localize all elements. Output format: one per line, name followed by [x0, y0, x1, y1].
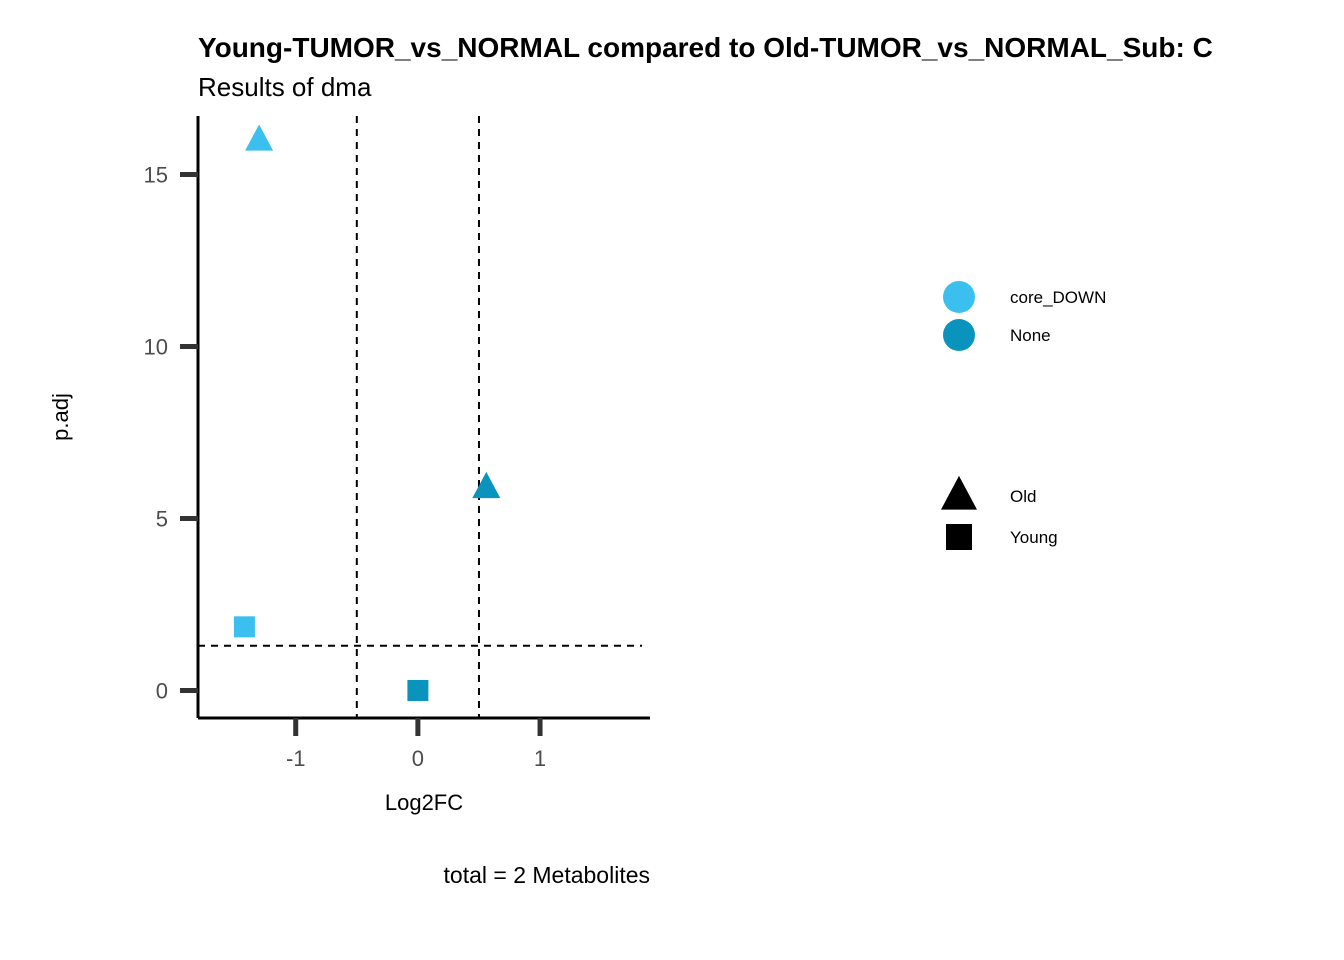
- legend-label: core_DOWN: [1010, 288, 1106, 307]
- y-tick-label: 0: [156, 678, 168, 703]
- threshold-lines: [198, 116, 642, 718]
- point-young-core_down: [233, 616, 255, 638]
- legend-key-old: [941, 475, 977, 510]
- y-tick-label: 15: [144, 162, 168, 187]
- y-axis-ticks: 0 5 10 15: [144, 162, 198, 703]
- chart-title: Young-TUMOR_vs_NORMAL compared to Old-TU…: [198, 32, 1213, 63]
- x-tick-label: 1: [534, 746, 546, 771]
- legend-label: Young: [1010, 528, 1058, 547]
- legend-label: Old: [1010, 487, 1036, 506]
- chart-subtitle: Results of dma: [198, 72, 372, 102]
- caption: total = 2 Metabolites: [444, 862, 650, 888]
- y-tick-label: 10: [144, 334, 168, 359]
- legend-key-none: [943, 319, 975, 351]
- point-old-none: [472, 471, 501, 499]
- legend: core_DOWN None Old Young: [941, 281, 1106, 550]
- x-tick-label: 0: [412, 746, 424, 771]
- legend-key-young: [946, 524, 972, 550]
- legend-key-core_down: [943, 281, 975, 313]
- point-young-none: [407, 679, 429, 701]
- y-axis-title: p.adj: [48, 393, 73, 441]
- x-tick-label: -1: [286, 746, 306, 771]
- y-tick-label: 5: [156, 506, 168, 531]
- x-axis-title: Log2FC: [385, 790, 463, 815]
- axes: [196, 116, 650, 720]
- point-old-core_down: [245, 124, 274, 151]
- legend-label: None: [1010, 326, 1051, 345]
- data-points: [233, 124, 501, 701]
- x-axis-ticks: -1 0 1: [286, 718, 546, 771]
